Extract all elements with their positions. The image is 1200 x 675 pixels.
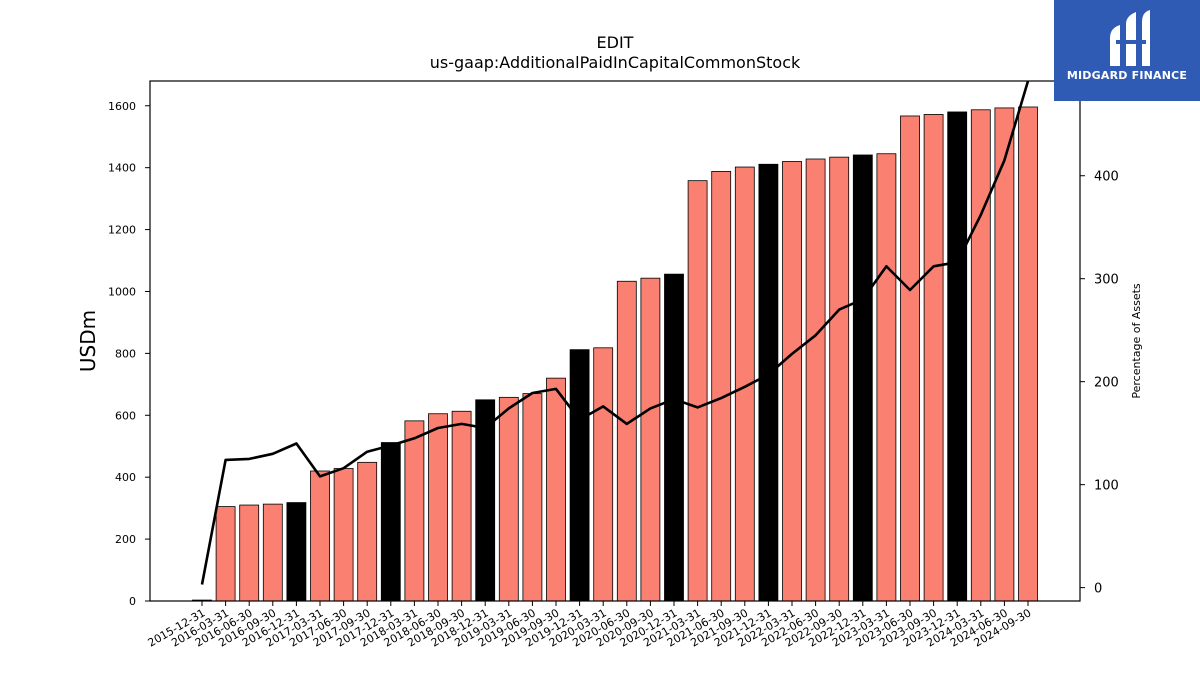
bar-2016-09-30 <box>262 503 283 602</box>
y-tick-label: 1600 <box>108 100 136 113</box>
bar-2019-12-31 <box>569 349 590 602</box>
bar-2016-06-30 <box>239 504 260 602</box>
bar-2020-03-31 <box>593 347 614 602</box>
bar-2017-12-31 <box>380 442 401 602</box>
bar-2016-03-31 <box>215 506 236 602</box>
bar-2020-09-30 <box>640 277 661 602</box>
y-axis-left: 0 200 400 600 800 1000 1200 1400 1600 <box>108 100 150 608</box>
bar-2017-06-30 <box>333 468 354 602</box>
y-tick-label: 0 <box>129 595 136 608</box>
y-tick-label: 1000 <box>108 285 136 298</box>
bar-2021-06-30 <box>711 170 732 602</box>
x-axis: 2015-12-312016-03-312016-06-302016-09-30… <box>146 601 1034 650</box>
plot-frame <box>149 80 1081 602</box>
bar-2019-03-31 <box>498 396 519 602</box>
bar-2016-12-31 <box>286 502 307 602</box>
bar-2023-06-30 <box>900 115 920 602</box>
bar-2018-09-30 <box>451 410 472 602</box>
y2-tick-label: 200 <box>1094 376 1119 391</box>
bar-2024-09-30 <box>1018 106 1038 602</box>
y2-axis-label: Percentage of Assets <box>1130 283 1143 399</box>
bar-2018-06-30 <box>428 413 448 602</box>
bar-2018-03-31 <box>404 420 425 602</box>
y-tick-label: 200 <box>115 533 136 546</box>
percentage-of-assets-line <box>200 80 1030 585</box>
y-tick-label: 1200 <box>108 224 136 237</box>
bar-2022-03-31 <box>782 161 802 602</box>
bar-2023-12-31 <box>947 111 968 602</box>
y-tick-label: 1400 <box>108 162 136 175</box>
bar-2019-06-30 <box>522 393 543 602</box>
y2-tick-label: 300 <box>1094 273 1119 288</box>
chart-title: EDIT <box>597 33 634 52</box>
bar-2017-03-31 <box>310 470 330 602</box>
midgard-logo-icon <box>1110 10 1150 66</box>
y-tick-label: 600 <box>115 409 136 422</box>
bar-2022-12-31 <box>852 154 873 602</box>
y-tick-label: 800 <box>115 347 136 360</box>
bar-2024-06-30 <box>994 107 1015 602</box>
bar-2023-09-30 <box>923 114 944 602</box>
bar-2017-09-30 <box>357 461 378 602</box>
bar-2020-06-30 <box>616 280 637 602</box>
line-series <box>200 80 1030 585</box>
y2-tick-label: 0 <box>1094 582 1102 597</box>
y-axis-label: USDm <box>76 310 100 372</box>
bar-2020-12-31 <box>664 273 684 602</box>
bar-2022-06-30 <box>805 158 826 602</box>
y2-tick-label: 400 <box>1094 170 1119 185</box>
brand-name: MIDGARD FINANCE <box>1066 69 1188 82</box>
bar-2021-12-31 <box>758 163 779 602</box>
bar-2023-03-31 <box>876 153 897 602</box>
bar-2022-09-30 <box>829 156 850 602</box>
brand-logo: MIDGARD FINANCE <box>1054 0 1200 101</box>
chart-subtitle: us-gaap:AdditionalPaidInCapitalCommonSto… <box>430 53 801 72</box>
y-axis-right: 0 100 200 300 400 <box>1080 170 1119 597</box>
bar-2019-09-30 <box>546 377 566 602</box>
bar-2024-03-31 <box>970 109 991 602</box>
bar-2021-03-31 <box>687 180 708 602</box>
bar-series <box>192 106 1038 602</box>
bar-2018-12-31 <box>475 399 496 602</box>
y-tick-label: 400 <box>115 471 136 484</box>
y2-tick-label: 100 <box>1094 479 1119 494</box>
